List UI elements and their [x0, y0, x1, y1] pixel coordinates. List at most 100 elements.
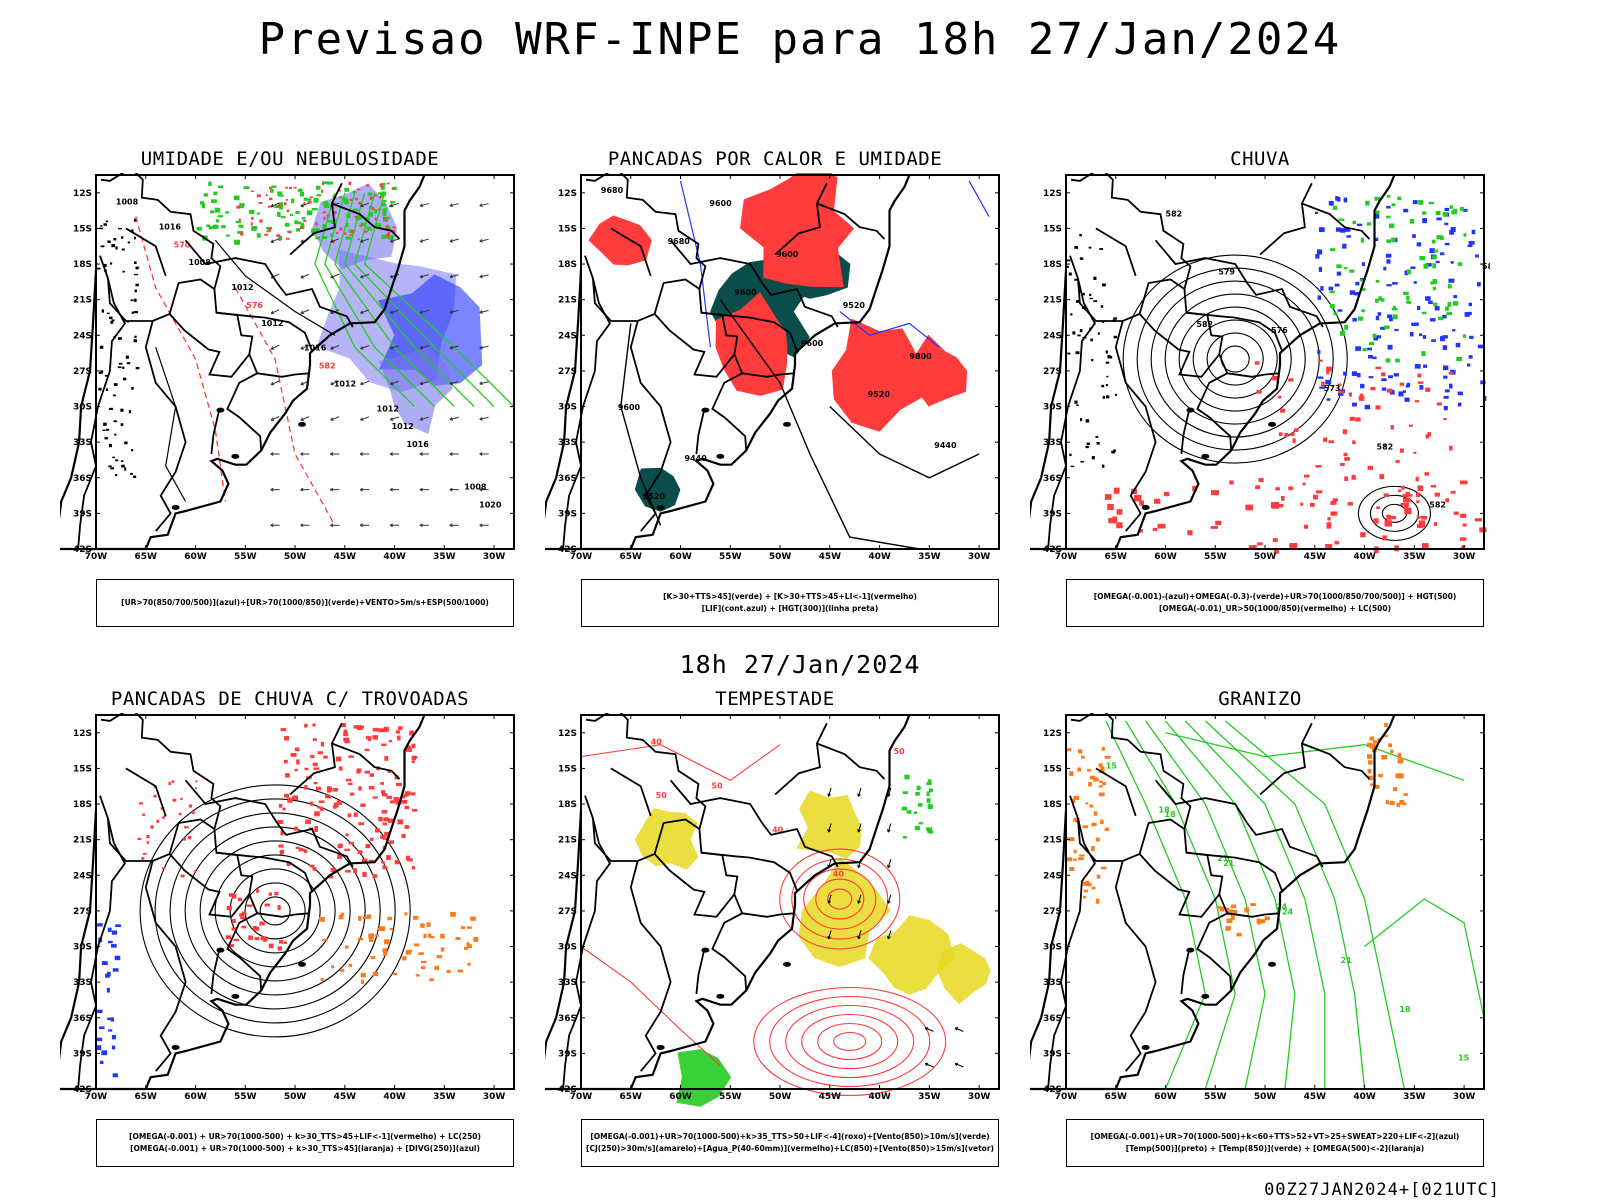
humidity-low-speck	[324, 204, 330, 209]
lon-label: 45W	[334, 552, 357, 562]
rain-speck	[1347, 502, 1353, 506]
terrain-speck	[118, 337, 122, 340]
terrain-speck	[120, 236, 124, 239]
storm-speck	[358, 822, 365, 826]
terrain-speck	[109, 407, 113, 410]
omega-speck	[1349, 290, 1356, 295]
hgt-contour	[829, 405, 980, 479]
omega500-speck	[1093, 777, 1099, 782]
rain-speck	[1327, 517, 1331, 521]
omega-speck	[1372, 356, 1377, 360]
omega-speck	[1377, 312, 1382, 316]
lat-label: 30S	[1043, 943, 1062, 953]
lat-label: 15S	[1043, 764, 1062, 774]
omega-speck	[1412, 234, 1416, 239]
omega-speck	[1380, 326, 1386, 330]
rain-speck	[1134, 494, 1142, 502]
omega500-speck	[1089, 804, 1093, 808]
rain-speck	[1138, 528, 1143, 533]
omega-strong-speck	[1357, 316, 1364, 321]
humidity-low-speck	[315, 185, 321, 190]
wind-vector	[330, 273, 340, 279]
rain-speck	[1380, 372, 1386, 377]
wind-vector	[330, 487, 334, 492]
thickness-speck	[343, 232, 347, 235]
lat-label: 18S	[558, 800, 577, 810]
lon-label: 35W	[1403, 552, 1426, 562]
temp850-contour	[1364, 898, 1485, 1018]
lc850-contour	[785, 1004, 915, 1079]
terrain-speck	[111, 319, 115, 322]
wind-vector	[419, 345, 429, 349]
omega500-speck	[1368, 760, 1373, 765]
humidity-low-speck	[382, 208, 388, 212]
pressure-contour	[155, 347, 187, 502]
omega-speck	[1449, 383, 1453, 389]
storm-speck-k	[460, 926, 466, 930]
thickness-speck	[350, 230, 355, 234]
terrain-speck	[1067, 352, 1071, 355]
divergence-speck	[111, 1034, 116, 1040]
panel-title: CHUVA	[1230, 148, 1290, 170]
lon-label: 65W	[1105, 1092, 1128, 1102]
rain-speck	[1414, 400, 1420, 403]
terrain-speck	[134, 335, 137, 338]
country-border	[100, 173, 254, 355]
country-border	[1227, 912, 1280, 918]
panel-value-label: 582	[1377, 442, 1394, 451]
storm-speck	[380, 782, 385, 785]
wind-vector-850	[827, 935, 831, 940]
streamline	[244, 882, 306, 940]
omega500-speck	[1071, 798, 1076, 803]
terrain-speck	[1068, 272, 1072, 276]
country-border	[144, 860, 187, 1072]
map-pancadas-calor: 9680968096009600952094409520960096009520…	[545, 173, 1000, 562]
storm-speck-k	[429, 978, 434, 982]
omega-strong-speck	[1360, 287, 1366, 291]
coastline	[1030, 714, 1396, 1091]
omega500-speck	[1078, 857, 1084, 861]
divergence-speck	[108, 1029, 113, 1032]
temp850-contour	[1224, 720, 1406, 1090]
rain-speck	[1332, 498, 1338, 502]
terrain-speck	[131, 387, 134, 390]
terrain-speck	[120, 423, 124, 427]
wind-850-speck	[927, 804, 933, 810]
rain-speck	[1163, 491, 1170, 497]
wind-vector	[449, 381, 459, 385]
lc850-contour	[779, 848, 901, 950]
omega-speck	[1317, 349, 1321, 354]
panel-legend: [OMEGA(-0.001)+UR>70(1000-500)+k>35_TTS>…	[581, 1119, 999, 1167]
humidity-low-speck	[316, 194, 322, 197]
lon-label: 70W	[1055, 1092, 1078, 1102]
lat-label: 24S	[1043, 871, 1062, 881]
rain-speck	[1245, 504, 1254, 511]
storm-speck	[277, 820, 284, 824]
omega-speck	[1477, 344, 1484, 349]
humidity-low-speck	[296, 228, 301, 232]
storm-speck	[411, 866, 416, 870]
storm-speck	[313, 767, 320, 770]
omega500-speck	[1367, 768, 1372, 774]
lc850-contour	[833, 1031, 867, 1052]
lon-label: 60W	[1154, 1092, 1177, 1102]
storm-speck-k	[421, 966, 426, 970]
lat-label: 12S	[1043, 189, 1062, 199]
lat-label: 42S	[1043, 545, 1062, 555]
panel-value-label: 582	[1482, 262, 1490, 271]
wind-vector	[419, 381, 429, 385]
rain-speck	[1436, 402, 1442, 406]
storm-speck	[292, 795, 299, 800]
omega500-speck	[1073, 795, 1080, 800]
storm-speck	[360, 803, 366, 807]
wind-vector	[479, 452, 483, 456]
storm-speck	[184, 825, 187, 829]
omega-speck	[1402, 390, 1407, 393]
rain-speck	[1152, 527, 1158, 531]
country-border	[289, 722, 343, 796]
omega500-speck	[1100, 766, 1105, 771]
rain-speck	[1116, 522, 1123, 529]
storm-speck	[156, 819, 160, 823]
omega-speck	[1413, 281, 1417, 284]
lat-label: 33S	[1043, 438, 1062, 448]
